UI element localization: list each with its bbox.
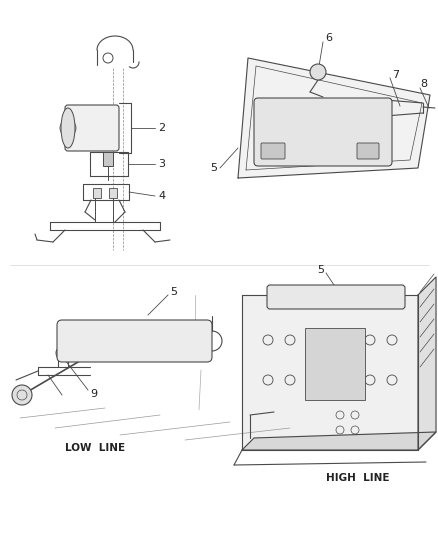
Text: 2: 2 [158,123,165,133]
Text: LOW  LINE: LOW LINE [65,443,125,453]
Text: 5: 5 [209,163,216,173]
Text: 7: 7 [391,70,398,80]
FancyBboxPatch shape [65,105,119,151]
Polygon shape [237,58,429,178]
FancyBboxPatch shape [103,152,113,166]
Polygon shape [241,295,417,450]
Text: 8: 8 [419,79,426,89]
Text: 4: 4 [158,191,165,201]
FancyBboxPatch shape [266,285,404,309]
Text: HIGH  LINE: HIGH LINE [325,473,389,483]
FancyBboxPatch shape [356,143,378,159]
FancyBboxPatch shape [93,188,101,198]
Circle shape [56,346,70,360]
FancyBboxPatch shape [261,143,284,159]
Polygon shape [241,432,435,450]
Circle shape [309,64,325,80]
Text: 3: 3 [158,159,165,169]
Polygon shape [417,277,435,450]
FancyBboxPatch shape [57,320,212,362]
Ellipse shape [61,108,75,148]
Text: 5: 5 [316,265,323,275]
FancyBboxPatch shape [109,188,117,198]
Circle shape [12,385,32,405]
Text: 6: 6 [324,33,331,43]
Text: 5: 5 [170,287,177,297]
FancyBboxPatch shape [254,98,391,166]
FancyBboxPatch shape [304,328,364,400]
Text: 9: 9 [90,389,97,399]
